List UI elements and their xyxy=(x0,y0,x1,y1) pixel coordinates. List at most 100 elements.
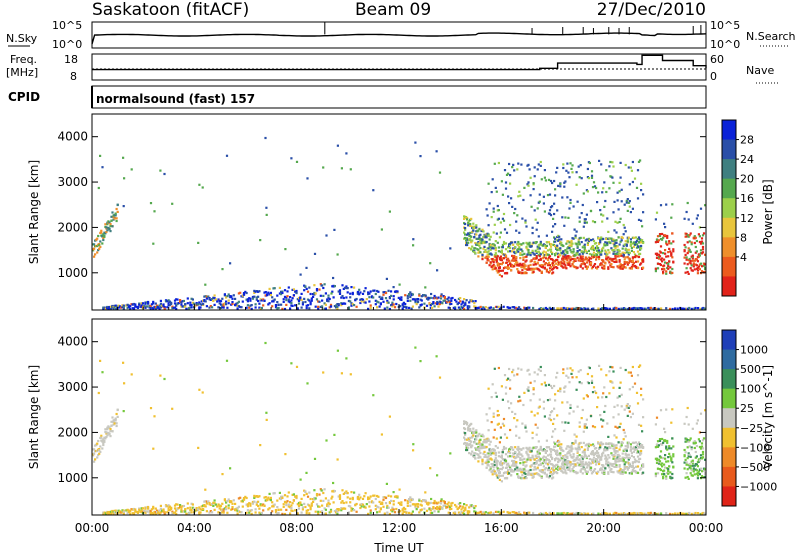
heat-cell-1697 xyxy=(566,401,568,403)
heat-cell-2210 xyxy=(634,178,636,180)
heat-cell-2011 xyxy=(608,261,610,263)
heat-cell-1982 xyxy=(604,241,606,243)
heat-cell-1038 xyxy=(479,234,481,236)
heat-cell-1656 xyxy=(561,401,563,403)
heat-cell-1427 xyxy=(533,242,535,244)
heat-cell-537 xyxy=(373,495,375,497)
heat-cell-1825 xyxy=(584,246,586,248)
heat-cell-1532 xyxy=(546,450,548,452)
heat-cell-482 xyxy=(344,303,346,305)
heat-cell-2362 xyxy=(671,256,673,258)
heat-cell-1826 xyxy=(584,468,586,470)
heat-cell-2503 xyxy=(202,186,204,188)
heat-cell-422 xyxy=(316,503,318,505)
heat-cell-522 xyxy=(365,302,367,304)
heat-cell-1433 xyxy=(533,393,535,395)
heat-cell-643 xyxy=(426,510,428,512)
heat-cell-2363 xyxy=(671,408,673,410)
heat-cell-1130 xyxy=(493,416,495,418)
heat-cell-1975 xyxy=(603,206,605,208)
heat-cell-2537 xyxy=(171,203,173,205)
heat-cell-2439 xyxy=(696,217,698,219)
heat-cell-2219 xyxy=(636,243,638,245)
heat-cell-659 xyxy=(434,305,436,307)
heat-cell-99 xyxy=(155,303,157,305)
heat-cell-510 xyxy=(358,289,360,291)
heat-cell-2526 xyxy=(131,168,133,170)
heat-cell-1032 xyxy=(478,242,480,244)
heat-cell-1370 xyxy=(524,220,526,222)
heat-cell-279 xyxy=(247,304,249,306)
heat-cell-2341 xyxy=(667,263,669,265)
heat-cell-899 xyxy=(103,236,105,238)
heat-cell-1783 xyxy=(579,243,581,245)
nave-tick-bottom: 0 xyxy=(710,70,717,83)
heat-cell-1199 xyxy=(502,246,504,248)
heat-cell-1795 xyxy=(580,465,582,467)
heat-cell-1421 xyxy=(532,455,534,457)
heat-cell-559 xyxy=(385,497,387,499)
heat-cell-2225 xyxy=(637,260,639,262)
heat-cell-1862 xyxy=(588,177,590,179)
heat-cell-505 xyxy=(356,503,358,505)
heat-cell-741 xyxy=(480,511,482,513)
heat-cell-556 xyxy=(384,308,386,310)
heat-cell-2363 xyxy=(671,203,673,205)
heat-cell-1464 xyxy=(537,412,539,414)
heat-cell-2435 xyxy=(696,250,698,252)
heat-cell-1836 xyxy=(585,218,587,220)
heat-cell-334 xyxy=(274,299,276,301)
heat-cell-1220 xyxy=(505,453,507,455)
heat-cell-2490 xyxy=(306,177,308,179)
heat-cell-2417 xyxy=(692,255,694,257)
heat-cell-1402 xyxy=(529,168,531,170)
heat-cell-475 xyxy=(341,489,343,491)
heat-cell-1083 xyxy=(487,254,489,256)
heat-cell-148 xyxy=(180,303,182,305)
heat-cell-1999 xyxy=(607,461,609,463)
heat-cell-1586 xyxy=(553,469,555,471)
heat-cell-1416 xyxy=(531,245,533,247)
heat-cell-1354 xyxy=(522,259,524,261)
heat-cell-885 xyxy=(99,240,101,242)
heat-cell-362 xyxy=(288,286,290,288)
heat-cell-1546 xyxy=(548,241,550,243)
heat-cell-491 xyxy=(349,498,351,500)
colorbar-segment-5 xyxy=(722,218,736,238)
heat-cell-1076 xyxy=(486,262,488,264)
heat-cell-939 xyxy=(463,232,465,234)
heat-cell-389 xyxy=(299,296,301,298)
heat-cell-2506 xyxy=(333,229,335,231)
heat-cell-135 xyxy=(174,507,176,509)
heat-cell-1487 xyxy=(540,259,542,261)
heat-cell-722 xyxy=(466,504,468,506)
heat-cell-1916 xyxy=(595,187,597,189)
heat-cell-1844 xyxy=(586,419,588,421)
heat-cell-1958 xyxy=(601,264,603,266)
heat-cell-1344 xyxy=(521,477,523,479)
heat-cell-584 xyxy=(396,495,398,497)
heat-cell-2403 xyxy=(690,260,692,262)
heat-cell-1831 xyxy=(585,265,587,267)
heat-cell-928 xyxy=(114,422,116,424)
heat-cell-605 xyxy=(407,505,409,507)
heat-cell-2199 xyxy=(633,442,635,444)
heat-cell-570 xyxy=(390,500,392,502)
heat-cell-1968 xyxy=(602,392,604,394)
heat-cell-1886 xyxy=(591,170,593,172)
heat-cell-900 xyxy=(104,223,106,225)
heat-cell-1448 xyxy=(535,263,537,265)
heat-cell-677 xyxy=(441,302,443,304)
heat-cell-326 xyxy=(270,292,272,294)
heat-cell-2305 xyxy=(661,438,663,440)
heat-cell-2263 xyxy=(642,472,644,474)
heat-cell-1465 xyxy=(537,168,539,170)
heat-cell-2196 xyxy=(632,161,634,163)
heat-cell-1552 xyxy=(549,460,551,462)
heat-cell-1577 xyxy=(551,387,553,389)
heat-cell-345 xyxy=(279,492,281,494)
heat-cell-1711 xyxy=(568,452,570,454)
heat-cell-1371 xyxy=(524,222,526,224)
heat-cell-1376 xyxy=(525,246,527,248)
heat-cell-457 xyxy=(333,501,335,503)
